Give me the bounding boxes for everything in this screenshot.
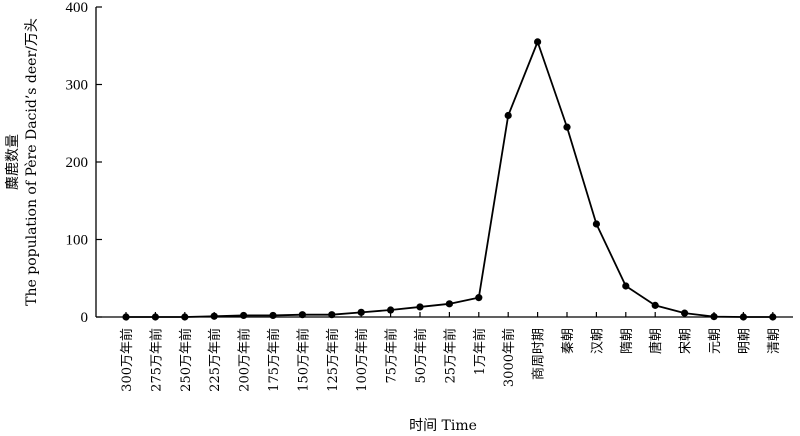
- data-point: [739, 313, 748, 321]
- data-point: [328, 311, 336, 319]
- x-tick-label: 清朝: [767, 328, 782, 354]
- x-tick-label: 100万年前: [354, 328, 370, 392]
- data-point: [210, 312, 218, 320]
- x-tick-label: 3000年前: [501, 328, 517, 387]
- x-tick-label: 75万年前: [384, 328, 400, 384]
- data-point: [592, 220, 601, 228]
- x-tick-label: 1万年前: [472, 328, 488, 375]
- data-point: [681, 309, 689, 317]
- y-axis: 0 100 200 300 400: [66, 0, 102, 326]
- x-tick-label: 200万年前: [237, 328, 253, 392]
- x-tick-label: 225万年前: [207, 328, 223, 392]
- x-tick-label: 元朝: [708, 328, 723, 354]
- data-point: [710, 313, 718, 321]
- data-point: [240, 311, 248, 320]
- data-point: [769, 313, 777, 321]
- y-tick-label: 200: [66, 155, 89, 171]
- x-tick-label: 秦朝: [561, 328, 576, 354]
- data-point: [269, 311, 277, 320]
- data-point: [622, 282, 630, 290]
- y-axis-title-english: The population of Père Dacid’s deer/万头: [24, 18, 40, 306]
- data-point: [181, 313, 189, 321]
- x-tick-label: 50万年前: [413, 328, 429, 384]
- x-tick-label: 隋朝: [620, 328, 635, 354]
- x-tick-label: 25万年前: [442, 328, 458, 384]
- y-tick-label: 400: [66, 0, 89, 16]
- y-tick-label: 100: [66, 233, 89, 249]
- data-point: [475, 294, 483, 302]
- data-point: [122, 313, 130, 321]
- axes-frame: [95, 7, 793, 318]
- data-point: [504, 111, 512, 120]
- x-tick-label: 300万年前: [119, 328, 135, 392]
- series-line: [126, 40, 773, 318]
- x-tick-label: 175万年前: [266, 328, 282, 392]
- data-point: [357, 308, 365, 316]
- y-tick-label: 0: [81, 310, 89, 326]
- x-axis-title: 时间 Time: [409, 418, 477, 434]
- data-point: [563, 123, 571, 131]
- x-axis: 300万年前 275万年前 250万年前 225万年前 200万年前 175万年前 150万…: [119, 312, 782, 392]
- data-point: [534, 38, 542, 46]
- data-point: [298, 311, 306, 319]
- series-population: [122, 38, 777, 321]
- x-tick-label: 150万年前: [295, 328, 311, 392]
- y-axis-title: 麋鹿数量 The population of Père Dacid’s deer…: [4, 18, 40, 306]
- x-tick-label: 商周时期: [532, 328, 547, 380]
- x-tick-label: 唐朝: [648, 328, 664, 354]
- x-tick-label: 汉朝: [590, 328, 605, 354]
- x-tick-label: 125万年前: [325, 328, 341, 392]
- data-point: [151, 313, 159, 321]
- data-point: [445, 300, 453, 308]
- data-point: [651, 301, 659, 309]
- x-tick-label: 明朝: [737, 328, 752, 354]
- x-tick-label: 宋朝: [679, 328, 694, 354]
- x-tick-label: 250万年前: [178, 328, 194, 392]
- data-point: [416, 303, 424, 311]
- y-tick-label: 300: [66, 78, 89, 94]
- x-tick-label: 275万年前: [148, 328, 164, 392]
- data-point: [387, 306, 395, 314]
- y-axis-title-chinese: 麋鹿数量: [4, 134, 21, 190]
